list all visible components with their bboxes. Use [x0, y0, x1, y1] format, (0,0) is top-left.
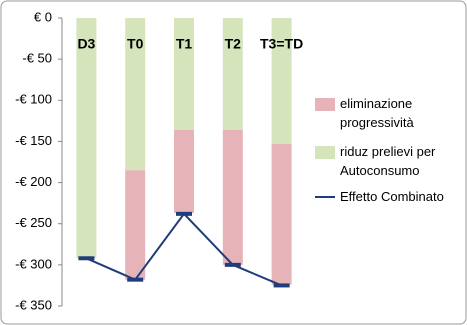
y-tick-label: -€ 300 — [15, 256, 52, 271]
category-label: T3=TD — [260, 36, 303, 52]
bar — [222, 129, 243, 265]
line-marker — [78, 256, 95, 261]
line-marker — [273, 283, 290, 288]
y-tick-label: -€ 50 — [22, 51, 52, 66]
y-tick-label: € 0 — [34, 9, 52, 24]
y-tick-label: -€ 350 — [15, 297, 52, 312]
legend-label: eliminazione progressività — [340, 96, 414, 130]
category-label: D3 — [77, 36, 95, 52]
bar — [125, 170, 146, 280]
line-marker — [127, 277, 144, 282]
legend-swatch — [315, 98, 335, 111]
y-tick-label: -€ 200 — [15, 174, 52, 189]
line-marker — [176, 211, 192, 216]
bar — [222, 18, 243, 130]
bar — [174, 18, 194, 130]
category-label: T1 — [176, 36, 193, 52]
category-label: T0 — [127, 36, 144, 52]
bar — [271, 143, 292, 285]
category-label: T2 — [225, 36, 242, 52]
y-tick-label: -€ 150 — [15, 133, 52, 148]
legend-swatch — [315, 146, 335, 159]
bar — [271, 18, 292, 144]
legend-label: Effetto Combinato — [340, 189, 444, 204]
line-marker — [224, 262, 241, 267]
legend-label: riduz prelievi per Autoconsumo — [340, 144, 436, 178]
bar — [76, 18, 97, 259]
bar — [125, 18, 146, 171]
y-tick-label: -€ 250 — [15, 215, 52, 230]
bar — [174, 129, 194, 214]
y-tick-label: -€ 100 — [15, 92, 52, 107]
